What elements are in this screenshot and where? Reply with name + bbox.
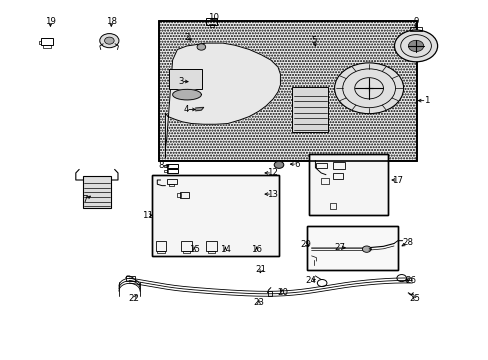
Bar <box>166 164 178 168</box>
Bar <box>159 21 416 161</box>
Bar <box>166 169 178 173</box>
Bar <box>332 173 342 179</box>
Text: 29: 29 <box>300 240 311 249</box>
Circle shape <box>407 40 423 51</box>
Bar <box>157 251 164 253</box>
Text: 11: 11 <box>142 211 153 220</box>
Circle shape <box>394 30 437 62</box>
Text: 23: 23 <box>253 298 264 307</box>
Bar <box>41 38 53 45</box>
Bar <box>308 154 387 215</box>
Circle shape <box>197 44 205 50</box>
Text: 2: 2 <box>184 33 189 42</box>
Bar <box>177 193 181 197</box>
Bar <box>152 175 279 256</box>
Bar <box>183 251 190 253</box>
Bar <box>332 162 345 170</box>
Bar <box>329 203 335 209</box>
Bar <box>164 170 168 172</box>
Text: 26: 26 <box>405 276 416 285</box>
Text: 19: 19 <box>45 17 56 26</box>
Text: 20: 20 <box>277 288 288 297</box>
Bar <box>83 176 111 207</box>
Bar <box>316 163 326 168</box>
Text: 18: 18 <box>105 17 117 26</box>
Text: 7: 7 <box>82 195 88 204</box>
Bar <box>181 241 191 251</box>
Text: 4: 4 <box>183 105 188 114</box>
Bar <box>125 276 135 280</box>
Text: 8: 8 <box>159 161 164 170</box>
Bar <box>209 24 214 27</box>
Bar <box>306 226 397 270</box>
Bar <box>166 179 177 184</box>
Circle shape <box>104 37 114 44</box>
Bar <box>43 45 51 48</box>
Text: 10: 10 <box>208 13 219 22</box>
Bar <box>321 178 328 184</box>
Text: 22: 22 <box>128 294 140 303</box>
Bar <box>169 184 174 186</box>
Text: 21: 21 <box>255 265 266 274</box>
Bar <box>306 226 397 270</box>
Text: 28: 28 <box>401 238 412 247</box>
Circle shape <box>362 246 370 252</box>
Text: 24: 24 <box>305 276 315 285</box>
Text: 17: 17 <box>391 176 403 185</box>
Text: 6: 6 <box>294 159 299 168</box>
Text: 13: 13 <box>266 190 277 199</box>
Circle shape <box>334 63 403 114</box>
Circle shape <box>100 33 119 48</box>
Bar <box>308 154 387 215</box>
Text: 12: 12 <box>266 168 277 177</box>
Text: 27: 27 <box>334 243 345 252</box>
Bar <box>267 292 272 296</box>
Bar <box>164 165 168 167</box>
Text: 9: 9 <box>412 17 418 26</box>
Text: 15: 15 <box>188 246 199 255</box>
Bar <box>206 18 216 25</box>
Text: 14: 14 <box>220 246 230 255</box>
Text: 16: 16 <box>250 246 262 255</box>
Bar <box>152 175 279 256</box>
Text: 1: 1 <box>423 96 428 105</box>
Circle shape <box>274 161 283 168</box>
Bar <box>292 86 327 132</box>
Text: 5: 5 <box>310 36 316 45</box>
Bar <box>206 241 216 251</box>
Bar <box>180 192 189 198</box>
Bar <box>168 68 202 89</box>
Polygon shape <box>195 107 203 111</box>
Bar <box>156 241 166 251</box>
Bar <box>409 27 421 31</box>
Polygon shape <box>172 89 201 100</box>
Polygon shape <box>165 43 280 157</box>
Text: 3: 3 <box>178 77 183 86</box>
Bar <box>207 251 215 253</box>
Text: 25: 25 <box>408 294 419 303</box>
Bar <box>159 21 416 161</box>
